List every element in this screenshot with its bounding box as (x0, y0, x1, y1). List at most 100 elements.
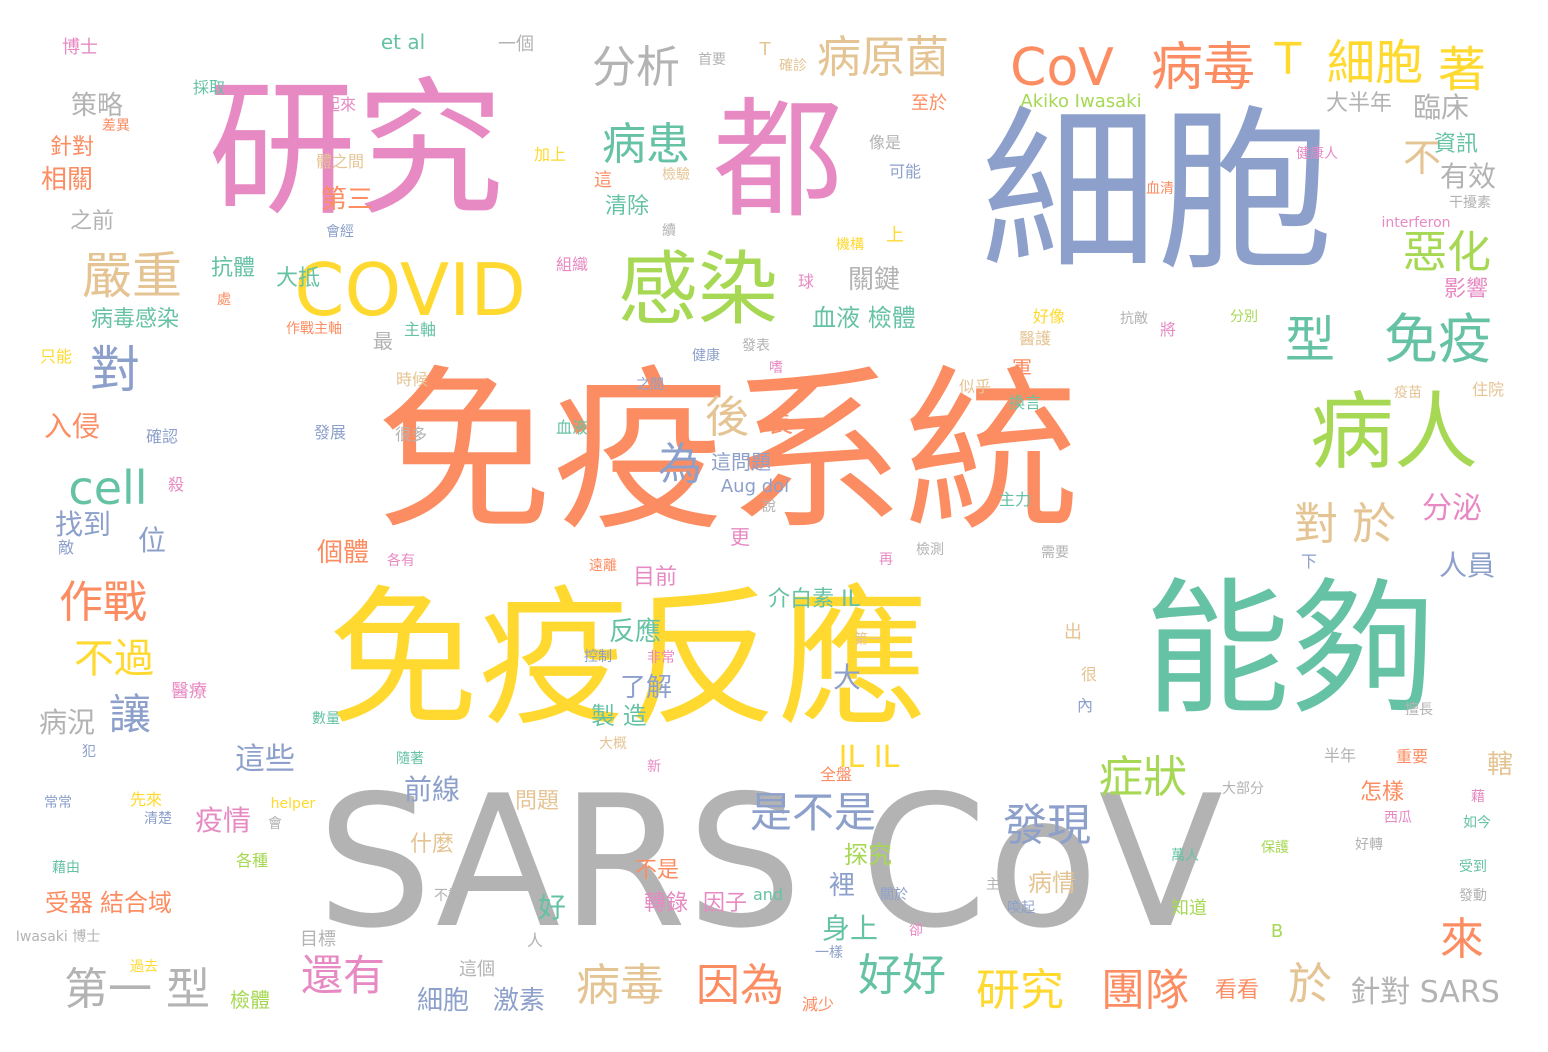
word-no: 差異 (102, 118, 130, 134)
word-control: 控制 (584, 649, 612, 665)
word-zhe: 著 (1437, 42, 1487, 98)
word-place: 處 (217, 292, 231, 308)
word-medical-staff: 醫護 (1018, 329, 1052, 348)
word-understand: 了解 (619, 673, 673, 703)
word-main: 關於 (880, 887, 908, 903)
word-quantity: 數量 (312, 711, 340, 727)
word-type-one: 第一 型 (64, 964, 210, 1015)
word-on-body: 身上 (821, 912, 879, 945)
word-explore: 探究 (844, 841, 892, 869)
word-let: 讓 (108, 690, 152, 739)
word-more: 更 (730, 525, 750, 549)
word-but: B (1270, 921, 1284, 942)
word-each-have: 各有 (387, 553, 415, 569)
word-cov: CoV (1010, 38, 1114, 98)
word-healthcare: 醫療 (171, 681, 207, 702)
word-binding-domain: 結合域 (100, 889, 172, 917)
word-virus-bottom: 病毒 (576, 960, 664, 1011)
word-goal: 一樣 (815, 945, 843, 961)
word-akiko: Akiko Iwasaki (1020, 91, 1142, 112)
word-hui: helper (270, 796, 316, 812)
word-battle: 作戰 (59, 577, 147, 628)
word-quite: 很 (1080, 665, 1098, 684)
word-various: 會 (268, 816, 282, 832)
word-between-bodies: 體之間 (315, 152, 365, 171)
word-epidemic: 疫情 (194, 804, 252, 837)
word-down: 下 (1300, 552, 1318, 571)
word-look: 看看 (1214, 978, 1260, 1003)
word-battle-axis: 作戰主軸 (286, 321, 342, 337)
word-how: 怎樣 (1359, 780, 1405, 805)
word-this-question: 這問題 (711, 450, 771, 474)
word-kill: 殺 (167, 475, 185, 494)
word-frontline: 前線 (403, 773, 461, 806)
word-research-large: 研究 (208, 64, 504, 236)
word-third: 第三 (320, 185, 374, 215)
word-come: 來 (1440, 914, 1484, 965)
word-symptom: 症狀 (1099, 752, 1187, 803)
word-target-sars: 針對 SARS (1350, 975, 1500, 1010)
word-ball: 球 (797, 272, 815, 291)
word-jurisdiction: 轄 (1486, 750, 1514, 780)
word-like: 像是 (868, 133, 902, 152)
word-patient: 病人 (1309, 383, 1479, 481)
word-sars-cov: SARS CoV (316, 756, 1224, 968)
word-clinical: 臨床 (1412, 91, 1470, 124)
word-covid: COVID (294, 248, 526, 332)
word-healthy-people: 健康人 (1296, 146, 1338, 162)
word-enemy: 敵 (57, 538, 75, 557)
word-able: 能夠 (1144, 565, 1436, 735)
word-maybe: 可能 (888, 162, 922, 181)
word-viral-infection: 病毒感染 (90, 307, 180, 332)
word-hormone: 激素 (492, 986, 546, 1016)
word-diagnosed: 確診 (779, 58, 807, 74)
word-test: 檢驗 (662, 167, 690, 183)
word-know: 發動 (1459, 888, 1487, 904)
word-majority: 大部分 (1222, 781, 1264, 797)
word-not: 不 (1402, 136, 1442, 180)
word-first: 第一 (854, 632, 882, 648)
word-hospitalized: 住院 (1471, 380, 1505, 399)
word-main-axis: 主軸 (403, 320, 437, 339)
word-immune-response: 免疫反應 (327, 573, 929, 747)
word-b: and (752, 885, 784, 904)
word-wei2: 位 (137, 524, 167, 557)
word-inside: 裡 (828, 871, 856, 901)
word-these: 這些 (235, 742, 295, 777)
word-before: 之前 (69, 209, 115, 234)
word-what: 什麼 (409, 832, 455, 857)
word-mechanism: 機構 (836, 237, 864, 253)
word-key: 關鍵 (847, 265, 901, 295)
word-half-year: 大半年 (1325, 91, 1393, 116)
word-in-other-words: 換言 (1008, 393, 1042, 412)
word-good: 好 (537, 891, 567, 924)
word-away: 遠離 (589, 558, 617, 574)
word-again: 再 (879, 552, 893, 568)
word-nowadays: 西瓜 (1384, 810, 1412, 826)
word-cell-top: 細胞 (1326, 35, 1424, 91)
word-health: 健康 (692, 348, 720, 364)
word-along-with: 隨著 (396, 751, 424, 767)
word-by-means: 各種 (235, 851, 269, 870)
word-improve: 如今 (1463, 815, 1491, 831)
word-il-il: IL IL (838, 740, 900, 775)
word-mostly: 大抵 (275, 266, 321, 291)
word-iwasaki-doctor: 這個 (459, 959, 495, 980)
word-clear: 清除 (604, 194, 650, 219)
word-well: 好好 (858, 950, 946, 1001)
word-helper: 清楚 (144, 811, 172, 827)
word-separately: 分別 (1230, 309, 1258, 325)
word-factor: 因子 (702, 891, 748, 916)
word-antibody: 抗體 (210, 256, 256, 281)
word-adopt: 採取 (192, 78, 226, 97)
word-watermelon: 藉 (1471, 789, 1485, 805)
word-aug-doi: Aug doi (720, 476, 790, 497)
word-continue: 續 (662, 223, 676, 239)
word-only-can: 只能 (39, 347, 73, 366)
word-individual: 個體 (316, 538, 370, 568)
word-currently: 目前 (632, 565, 678, 590)
word-between: 之間 (636, 377, 664, 393)
word-impact: 影響 (1443, 277, 1489, 302)
word-reaction: 反應 (608, 617, 662, 647)
